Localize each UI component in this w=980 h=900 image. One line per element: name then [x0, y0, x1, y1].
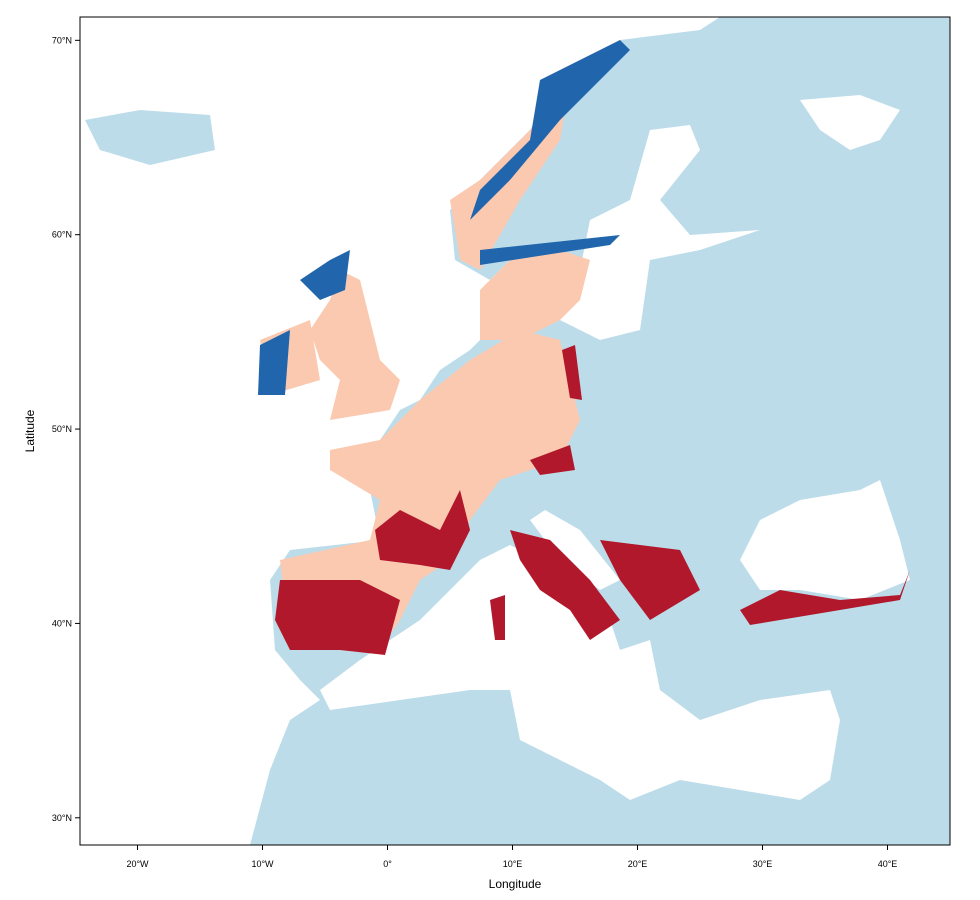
- x-tick-label: 20°E: [628, 859, 648, 869]
- scotland-zone: [300, 250, 350, 300]
- britain-zone: [310, 270, 400, 420]
- plot-frame: [79, 16, 951, 846]
- atlantic-sea: [80, 17, 720, 845]
- y-tick-label: 30°N: [52, 813, 72, 823]
- y-axis-label: Latitude: [23, 409, 37, 452]
- mediterranean-sea: [320, 545, 840, 800]
- italy-zone: [510, 530, 620, 640]
- y-tick-label: 40°N: [52, 618, 72, 628]
- iberia-zone: [275, 580, 400, 655]
- x-tick-label: 30°E: [753, 859, 773, 869]
- y-tick-label: 70°N: [52, 35, 72, 45]
- x-tick-label: 0°: [383, 859, 392, 869]
- norway-mountains: [470, 40, 630, 220]
- balkans-zone: [600, 540, 700, 620]
- south-france-zone: [375, 490, 470, 570]
- white-sea: [800, 95, 900, 150]
- west-europe-zone: [280, 330, 580, 650]
- y-tick-label: 60°N: [52, 230, 72, 240]
- x-tick-label: 20°W: [126, 859, 149, 869]
- alps-zone: [530, 445, 575, 475]
- black-sea: [740, 480, 910, 600]
- adriatic-sea: [530, 510, 620, 590]
- turkey-zone: [740, 570, 910, 625]
- sardinia-zone: [490, 595, 505, 640]
- baltic-sea: [560, 125, 760, 340]
- central-europe-zone: [480, 250, 590, 340]
- baltic-coast-zone: [562, 345, 582, 400]
- y-tick-label: 50°N: [52, 424, 72, 434]
- map-land: [80, 17, 950, 845]
- ireland-west: [258, 330, 290, 395]
- x-tick-label: 10°W: [251, 859, 274, 869]
- x-axis-label: Longitude: [489, 877, 542, 891]
- x-tick-label: 40°E: [878, 859, 898, 869]
- x-tick-label: 10°E: [503, 859, 523, 869]
- iceland: [85, 110, 215, 165]
- sweden-strip: [480, 235, 620, 265]
